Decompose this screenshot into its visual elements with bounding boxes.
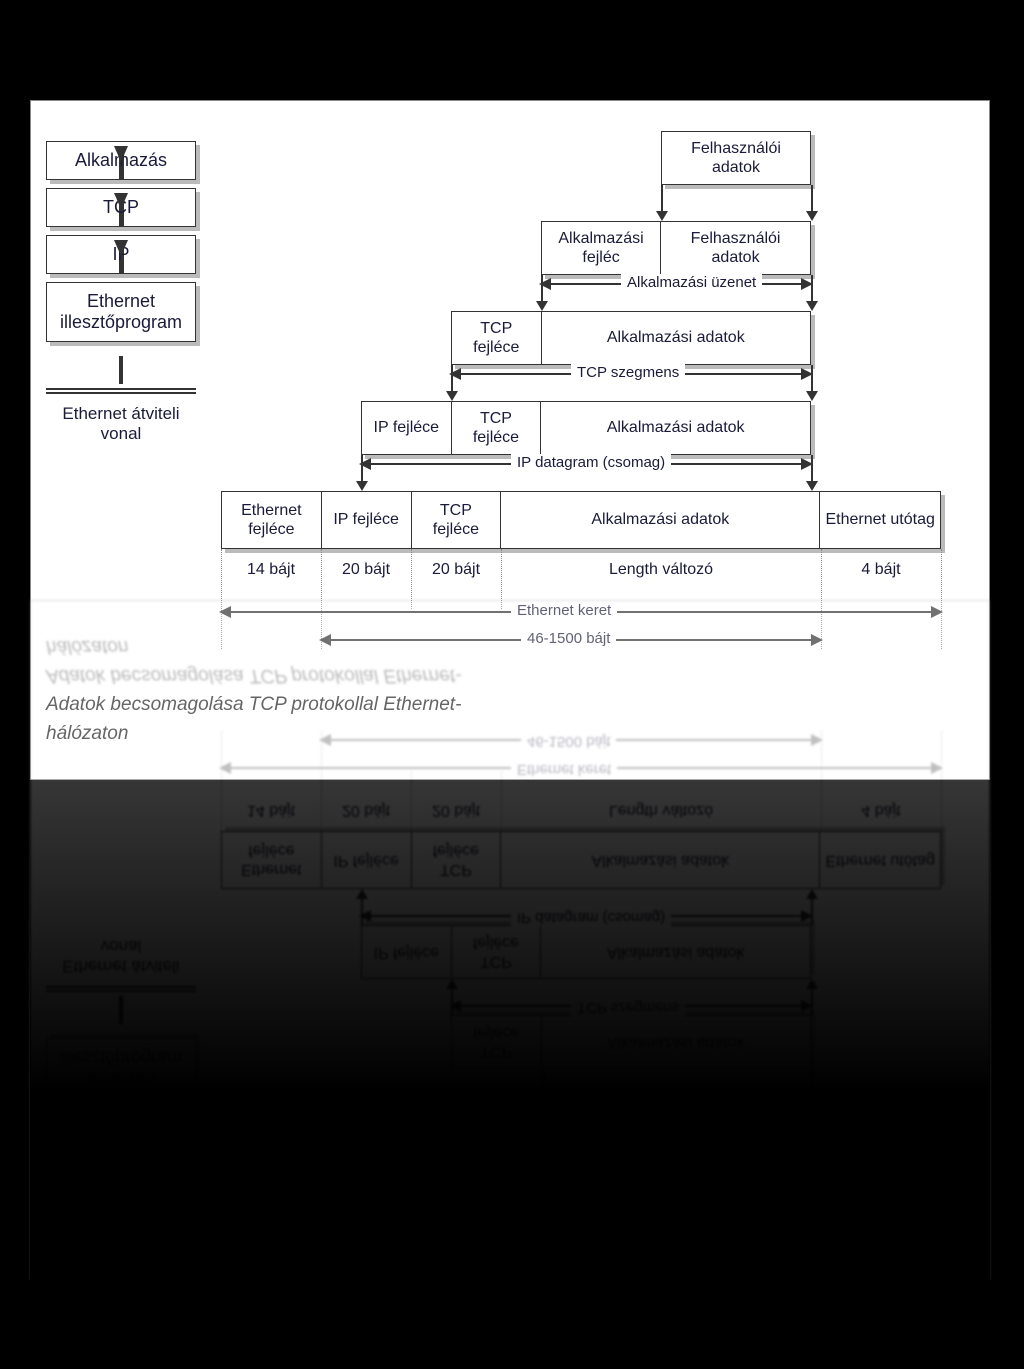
ethernet-medium-label: Ethernet átviteli vonal	[46, 402, 196, 444]
size-app-data: Length változó	[501, 561, 821, 579]
cell-app-data-2: Alkalmazási adatok	[541, 402, 810, 454]
cell-eth-header: Ethernet fejléce	[222, 492, 322, 548]
label-ip-datagram: IP datagram (csomag)	[511, 909, 671, 926]
cell-tcp-header-2: TCP fejléce	[452, 926, 542, 978]
row-app: Alkalmazási fejléc Felhasználói adatok	[541, 221, 811, 275]
layer-ethernet-driver: Ethernet illesztőprogram	[46, 1038, 196, 1098]
row-tcp: TCP fejléce Alkalmazási adatok	[451, 311, 811, 365]
label-ethernet-frame: Ethernet keret	[511, 761, 617, 778]
cell-app-header: Alkalmazási fejléc	[542, 222, 661, 274]
label-ethernet-payload: 46-1500 bájt	[521, 733, 616, 750]
ethernet-medium-line	[46, 388, 196, 394]
row-ethernet: Ethernet fejléce IP fejléce TCP fejléce …	[221, 831, 941, 889]
protocol-stack: Alkalmazás TCP IP Ethernet illesztőprogr…	[46, 141, 196, 444]
size-tcp-header: 20 bájt	[411, 561, 501, 579]
cell-app-data-3: Alkalmazási adatok	[501, 492, 820, 548]
cell-tcp-header-2: TCP fejléce	[452, 402, 542, 454]
label-app-message: Alkalmazási üzenet	[621, 1089, 762, 1106]
encapsulation-diagram: Felhasználói adatok Alkalmazási fejléc F…	[221, 689, 971, 1249]
cell-app-header: Alkalmazási fejléc	[542, 1106, 661, 1158]
size-ip-header: 20 bájt	[321, 561, 411, 579]
cell-eth-header: Ethernet fejléce	[222, 832, 322, 888]
size-ip-header: 20 bájt	[321, 801, 411, 819]
cell-user-data: Felhasználói adatok	[662, 132, 810, 184]
cell-tcp-header-3: TCP fejléce	[412, 832, 502, 888]
figure-caption: Adatok becsomagolása TCP protokollal Eth…	[46, 632, 516, 689]
cell-app-data-2: Alkalmazási adatok	[541, 926, 810, 978]
ethernet-medium-label: Ethernet átviteli vonal	[46, 936, 196, 978]
cell-eth-trailer: Ethernet utótag	[820, 832, 940, 888]
cell-ip-header-2: IP fejléce	[322, 832, 412, 888]
row-ethernet: Ethernet fejléce IP fejléce TCP fejléce …	[221, 491, 941, 549]
cell-user-data: Felhasználói adatok	[662, 1196, 810, 1248]
cell-tcp-header-3: TCP fejléce	[412, 492, 502, 548]
cell-tcp-header: TCP fejléce	[452, 312, 542, 364]
label-app-message: Alkalmazási üzenet	[621, 274, 762, 291]
cell-user-data-2: Felhasználói adatok	[661, 1106, 810, 1158]
size-app-data: Length változó	[501, 801, 821, 819]
size-eth-header: 14 bájt	[221, 561, 321, 579]
cell-app-data-1: Alkalmazási adatok	[542, 312, 810, 364]
row-userdata: Felhasználói adatok	[661, 131, 811, 185]
cell-ip-header-2: IP fejléce	[322, 492, 412, 548]
cell-ip-header: IP fejléce	[362, 926, 452, 978]
row-userdata: Felhasználói adatok	[661, 1195, 811, 1249]
cell-ip-header: IP fejléce	[362, 402, 452, 454]
label-tcp-segment: TCP szegmens	[571, 999, 685, 1016]
row-ip: IP fejléce TCP fejléce Alkalmazási adato…	[361, 401, 811, 455]
size-eth-trailer: 4 bájt	[821, 801, 941, 819]
cell-app-data-1: Alkalmazási adatok	[542, 1016, 810, 1068]
size-tcp-header: 20 bájt	[411, 801, 501, 819]
cell-eth-trailer: Ethernet utótag	[820, 492, 940, 548]
cell-app-data-3: Alkalmazási adatok	[501, 832, 820, 888]
row-tcp: TCP fejléce Alkalmazási adatok	[451, 1015, 811, 1069]
layer-ethernet-driver: Ethernet illesztőprogram	[46, 282, 196, 342]
size-eth-trailer: 4 bájt	[821, 561, 941, 579]
cell-user-data-2: Felhasználói adatok	[661, 222, 810, 274]
row-ip: IP fejléce TCP fejléce Alkalmazási adato…	[361, 925, 811, 979]
size-eth-header: 14 bájt	[221, 801, 321, 819]
ethernet-medium-line	[46, 986, 196, 992]
label-tcp-segment: TCP szegmens	[571, 364, 685, 381]
protocol-stack: Alkalmazás TCP IP Ethernet illesztőprogr…	[46, 936, 196, 1239]
label-ip-datagram: IP datagram (csomag)	[511, 454, 671, 471]
cell-tcp-header: TCP fejléce	[452, 1016, 542, 1068]
row-app: Alkalmazási fejléc Felhasználói adatok	[541, 1105, 811, 1159]
